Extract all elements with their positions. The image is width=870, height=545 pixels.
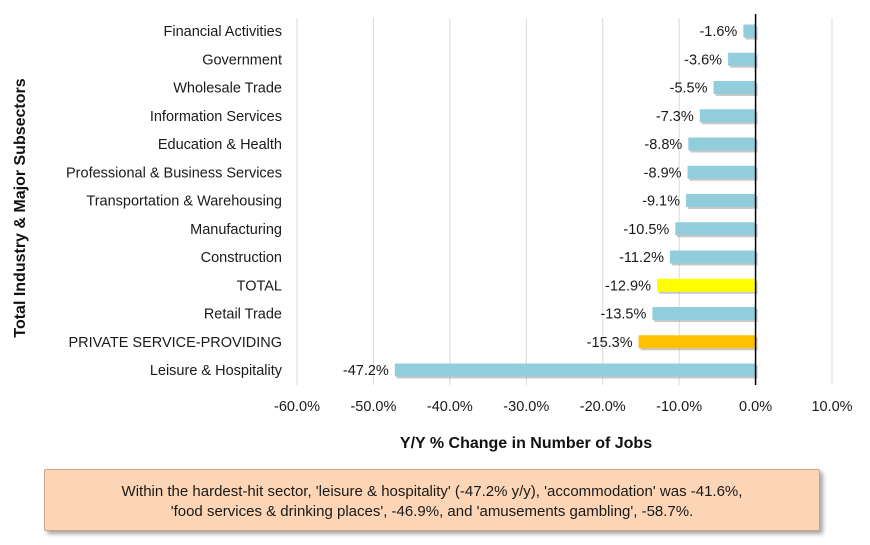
note-line-2: 'food services & drinking places', -46.9… <box>170 503 694 520</box>
x-tick-label: -40.0% <box>427 399 473 415</box>
bar <box>638 335 756 349</box>
category-labels: Financial Activities Government Wholesale … <box>66 24 283 379</box>
category-label: TOTAL <box>237 278 282 294</box>
bars <box>394 24 758 379</box>
data-label: -12.9% <box>605 278 651 294</box>
x-tick-label: -50.0% <box>350 399 396 415</box>
data-label: -5.5% <box>670 81 708 97</box>
gridlines <box>296 18 833 385</box>
data-label: -11.2% <box>619 250 664 266</box>
data-label: -10.5% <box>623 222 669 238</box>
data-label: -1.6% <box>699 24 737 40</box>
category-label: Transportation & Warehousing <box>86 194 282 210</box>
x-tick-label: -10.0% <box>656 399 702 415</box>
bar <box>743 24 756 38</box>
x-tick-labels: -60.0% -50.0% -40.0% -30.0% -20.0% -10.0% 0.0%… <box>274 399 853 415</box>
x-tick-label: 10.0% <box>811 399 852 415</box>
category-label: PRIVATE SERVICE-PROVIDING <box>68 335 282 351</box>
bar <box>686 194 756 207</box>
y-axis-title: Total Industry & Major Subsectors <box>12 78 29 337</box>
data-label: -13.5% <box>600 307 646 323</box>
data-label: -7.3% <box>656 109 694 125</box>
category-label: Information Services <box>150 109 282 125</box>
category-label: Education & Health <box>158 137 282 153</box>
x-tick-label: -20.0% <box>580 399 626 415</box>
data-label: -8.8% <box>644 137 682 153</box>
annotation-note: Within the hardest-hit sector, 'leisure … <box>44 469 820 531</box>
data-label: -15.3% <box>587 335 633 351</box>
category-label: Professional & Business Services <box>66 165 282 181</box>
bar-chart: Financial Activities Government Wholesale … <box>12 14 853 452</box>
bar <box>669 250 756 264</box>
data-label: -9.1% <box>642 194 680 210</box>
value-labels: -1.6% -3.6% -5.5% -7.3% -8.8% -8.9% -9.1% -10.5… <box>343 24 738 379</box>
bar <box>699 109 756 123</box>
category-label: Construction <box>201 250 282 266</box>
data-label: -3.6% <box>684 52 722 68</box>
x-tick-label: 0.0% <box>739 399 772 415</box>
bar <box>656 278 756 292</box>
category-label: Wholesale Trade <box>173 81 282 97</box>
x-tick-label: -30.0% <box>503 399 549 415</box>
bar <box>652 307 756 320</box>
bar <box>394 363 756 377</box>
category-label: Manufacturing <box>190 222 282 238</box>
data-label: -8.9% <box>644 165 682 181</box>
x-axis-title: Y/Y % Change in Number of Jobs <box>400 435 652 452</box>
bar <box>675 222 756 236</box>
bar <box>713 81 756 94</box>
category-label: Financial Activities <box>164 24 282 40</box>
category-label: Government <box>202 52 282 68</box>
x-tick-label: -60.0% <box>274 399 320 415</box>
category-label: Leisure & Hospitality <box>150 363 283 379</box>
category-label: Retail Trade <box>204 307 282 323</box>
bar <box>688 137 756 151</box>
data-label: -47.2% <box>343 363 389 379</box>
note-line-1: Within the hardest-hit sector, 'leisure … <box>121 483 743 500</box>
bar <box>687 165 756 179</box>
bar <box>728 52 756 66</box>
